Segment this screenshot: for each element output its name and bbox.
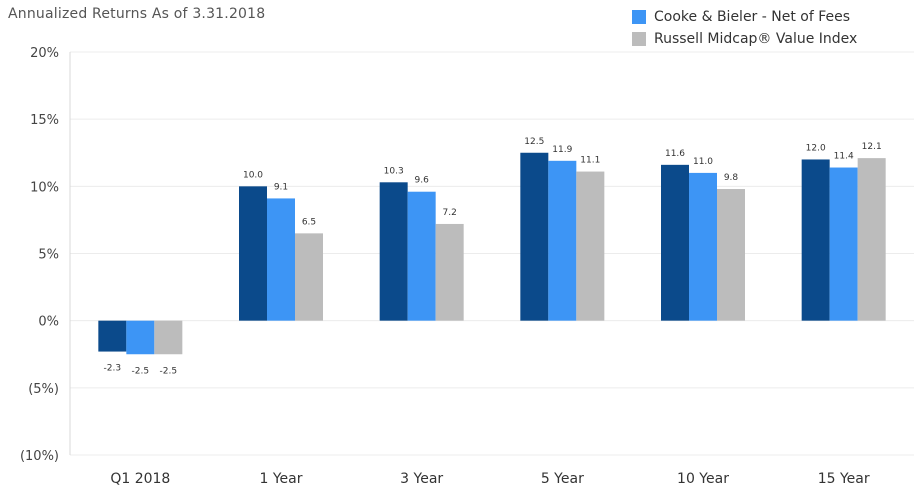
data-label: 7.2 bbox=[443, 208, 457, 218]
data-label: 9.8 bbox=[724, 173, 739, 183]
data-label: -2.5 bbox=[160, 366, 178, 376]
data-label: -2.5 bbox=[132, 366, 150, 376]
legend: Cooke & Bieler - Net of Fees Russell Mid… bbox=[632, 6, 857, 50]
data-label: 12.0 bbox=[806, 143, 826, 153]
data-label: 11.6 bbox=[665, 149, 685, 159]
y-tick-label: (5%) bbox=[28, 382, 59, 397]
bar bbox=[520, 152, 549, 321]
data-label: 12.1 bbox=[862, 142, 882, 152]
chart-title: Annualized Returns As of 3.31.2018 bbox=[8, 6, 266, 22]
legend-swatch-russell bbox=[632, 32, 646, 46]
data-label: 11.0 bbox=[693, 157, 713, 167]
bar bbox=[829, 167, 858, 321]
data-label: 12.5 bbox=[524, 137, 544, 147]
data-label: 9.6 bbox=[415, 176, 430, 186]
bar bbox=[548, 160, 577, 321]
x-tick-label: 15 Year bbox=[818, 471, 870, 486]
y-tick-label: 20% bbox=[30, 46, 59, 61]
bar bbox=[576, 171, 605, 321]
bar bbox=[154, 320, 183, 355]
legend-label-cooke-bieler: Cooke & Bieler - Net of Fees bbox=[654, 9, 851, 25]
bar bbox=[98, 320, 127, 352]
legend-swatch-cooke-bieler bbox=[632, 10, 646, 24]
x-tick-label: 3 Year bbox=[400, 471, 443, 486]
y-tick-label: 0% bbox=[38, 315, 59, 330]
bar bbox=[801, 159, 830, 321]
data-label: 10.3 bbox=[384, 166, 404, 176]
bar bbox=[435, 223, 464, 321]
x-tick-label: 1 Year bbox=[260, 471, 303, 486]
bar bbox=[379, 182, 408, 321]
data-label: 6.5 bbox=[302, 217, 316, 227]
data-label: 11.9 bbox=[552, 145, 572, 155]
bar bbox=[239, 186, 267, 321]
x-tick-label: 10 Year bbox=[677, 471, 729, 486]
data-label: -2.3 bbox=[104, 364, 122, 374]
data-label: 11.1 bbox=[580, 156, 600, 166]
data-label: 11.4 bbox=[834, 152, 854, 162]
bar bbox=[857, 158, 886, 321]
bar bbox=[407, 191, 436, 321]
x-tick-label: 5 Year bbox=[541, 471, 584, 486]
legend-label-russell: Russell Midcap® Value Index bbox=[654, 31, 858, 47]
bar bbox=[717, 189, 745, 321]
data-label: 9.1 bbox=[274, 182, 288, 192]
data-label: 10.0 bbox=[243, 170, 263, 180]
bar bbox=[295, 233, 323, 321]
bar bbox=[661, 164, 689, 321]
bar bbox=[126, 320, 155, 355]
legend-item-russell: Russell Midcap® Value Index bbox=[632, 28, 857, 50]
y-tick-label: (10%) bbox=[20, 449, 59, 464]
bar bbox=[267, 198, 295, 321]
y-tick-label: 5% bbox=[38, 248, 59, 263]
y-tick-label: 10% bbox=[30, 180, 59, 195]
legend-item-cooke-bieler: Cooke & Bieler - Net of Fees bbox=[632, 6, 857, 28]
bar bbox=[689, 172, 717, 321]
y-tick-label: 15% bbox=[30, 113, 59, 128]
x-tick-label: Q1 2018 bbox=[110, 471, 170, 486]
